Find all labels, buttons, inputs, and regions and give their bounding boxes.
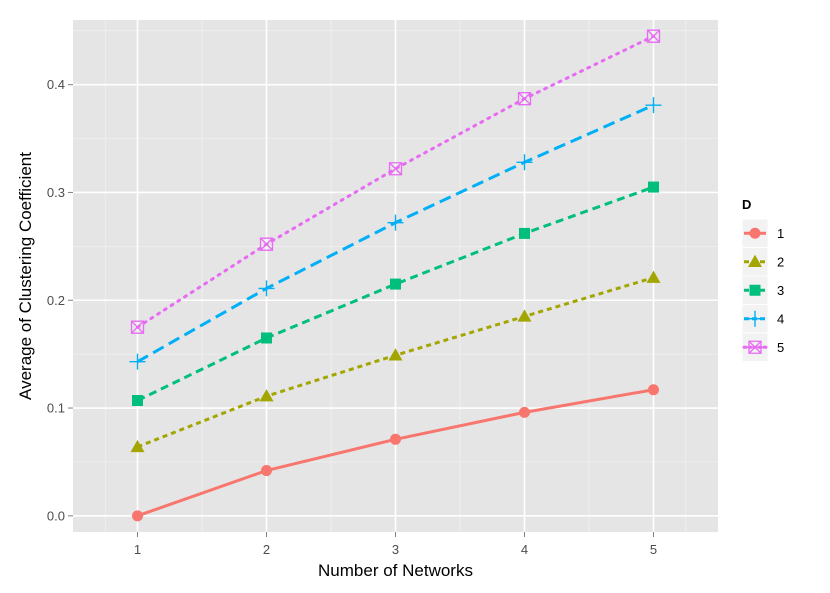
- y-tick-label: 0.2: [47, 293, 65, 308]
- data-point: [646, 270, 661, 283]
- x-axis-ticks: 1 2 3 4 5: [134, 532, 657, 557]
- data-point: [132, 394, 143, 406]
- x-tick-label: 4: [521, 542, 528, 557]
- data-point: [129, 353, 146, 370]
- legend-item-5: 5: [741, 332, 784, 362]
- data-point: [648, 181, 659, 193]
- data-point: [516, 154, 533, 171]
- data-point: [390, 278, 401, 290]
- series-5: [130, 29, 661, 334]
- series-line: [136, 185, 655, 402]
- legend-label: 1: [777, 226, 784, 241]
- legend-key-marker: [748, 254, 762, 267]
- y-axis-title: Average of Clustering Coefficient: [16, 152, 35, 400]
- legend-key-marker: [749, 284, 761, 296]
- data-point: [259, 237, 274, 251]
- legend-label: 3: [777, 283, 784, 298]
- data-point: [130, 320, 145, 334]
- y-tick-label: 0.3: [47, 185, 65, 200]
- data-point: [390, 433, 401, 445]
- data-point: [132, 510, 143, 522]
- x-axis-title: Number of Networks: [318, 561, 473, 580]
- data-point: [519, 406, 530, 418]
- x-tick-label: 3: [392, 542, 399, 557]
- legend-key-marker: [749, 227, 761, 239]
- x-tick-label: 2: [263, 542, 270, 557]
- data-point: [261, 465, 272, 477]
- legend-label: 4: [777, 311, 784, 326]
- x-tick-label: 5: [650, 542, 657, 557]
- data-point: [517, 92, 532, 106]
- y-tick-label: 0.0: [47, 508, 65, 523]
- data-point: [517, 309, 532, 322]
- series-layer: [129, 29, 662, 522]
- series-3: [132, 181, 659, 406]
- legend-label: 5: [777, 340, 784, 355]
- series-4: [129, 97, 662, 370]
- data-point: [387, 214, 404, 231]
- series-2: [130, 270, 661, 453]
- data-point: [645, 97, 662, 114]
- legend-label: 2: [777, 254, 784, 269]
- data-point: [261, 332, 272, 344]
- data-point: [258, 280, 275, 297]
- legend-key-marker: [747, 310, 763, 327]
- legend: D 1 2 3 4 5: [741, 197, 784, 362]
- data-point: [388, 162, 403, 176]
- y-tick-label: 0.1: [47, 401, 65, 416]
- legend-item-3: 3: [741, 275, 784, 305]
- legend-key-marker: [748, 340, 762, 354]
- data-point: [519, 227, 530, 239]
- legend-item-1: 1: [741, 218, 784, 248]
- x-tick-label: 1: [134, 542, 141, 557]
- y-axis-ticks: 0.0 0.1 0.2 0.3 0.4: [47, 77, 73, 523]
- legend-item-4: 4: [741, 304, 784, 334]
- series-1: [132, 384, 659, 522]
- data-point: [259, 389, 274, 402]
- data-point: [388, 348, 403, 361]
- y-tick-label: 0.4: [47, 77, 65, 92]
- data-point: [648, 384, 659, 396]
- legend-title: D: [742, 197, 751, 212]
- legend-item-2: 2: [741, 247, 784, 277]
- data-point: [130, 439, 145, 453]
- data-point: [646, 29, 661, 43]
